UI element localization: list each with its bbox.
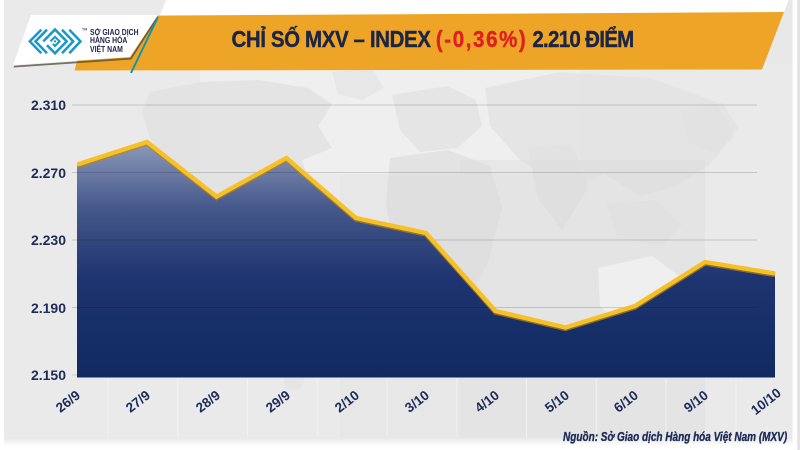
svg-text:TM: TM [82, 28, 87, 32]
